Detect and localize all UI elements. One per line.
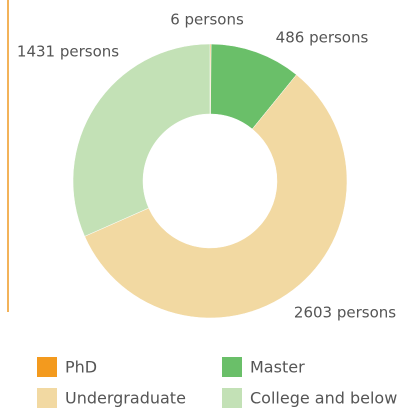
legend-swatch (37, 357, 57, 377)
slice (84, 74, 348, 319)
data-label: 6 persons (170, 11, 244, 29)
legend-swatch (222, 357, 242, 377)
data-label: 1431 persons (17, 43, 119, 61)
legend-swatch (222, 388, 242, 408)
data-label: 2603 persons (294, 304, 396, 322)
slice (72, 43, 211, 237)
legend-label: College and below (250, 389, 397, 408)
data-label: 486 persons (276, 29, 369, 47)
legend-label: PhD (65, 358, 97, 377)
legend-swatch (37, 388, 57, 408)
legend-label: Master (250, 358, 305, 377)
legend-label: Undergraduate (65, 389, 186, 408)
